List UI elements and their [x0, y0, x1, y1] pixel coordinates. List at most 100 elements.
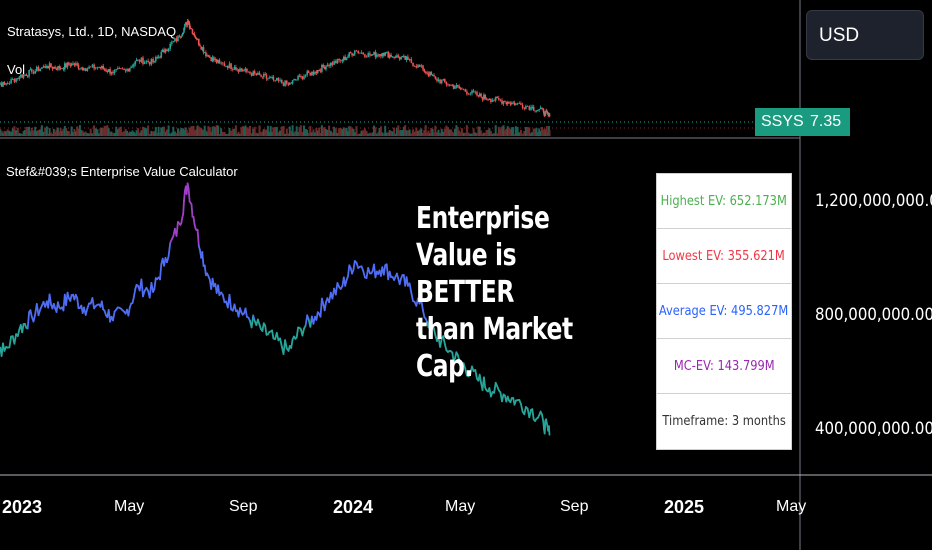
volume-bar — [513, 134, 516, 136]
candle-body — [444, 79, 446, 82]
candle-body — [163, 49, 165, 53]
volume-bar — [153, 131, 156, 136]
volume-bar — [394, 133, 397, 136]
candle-body — [397, 55, 400, 58]
volume-bar — [381, 132, 384, 136]
volume-bar — [299, 125, 302, 136]
candle-body — [190, 28, 193, 30]
volume-bar — [89, 128, 92, 136]
volume-bar — [379, 126, 382, 136]
candle-body — [143, 62, 146, 64]
volume-bar — [54, 131, 57, 136]
volume-bar — [502, 125, 505, 136]
ev-line-segment — [410, 291, 414, 303]
volume-bar — [221, 131, 224, 136]
volume-bar — [417, 131, 419, 136]
volume-bar — [334, 128, 337, 136]
volume-bar — [96, 129, 99, 136]
candle-body — [445, 82, 448, 85]
volume-bar — [230, 130, 233, 136]
volume-bar — [169, 133, 172, 136]
volume-bar — [124, 129, 127, 136]
volume-bar — [50, 132, 52, 136]
candle-body — [307, 71, 310, 73]
candle-body — [213, 57, 215, 61]
candle-body — [303, 76, 305, 79]
volume-bar — [204, 130, 207, 136]
volume-bar — [74, 131, 77, 136]
candle-body — [364, 54, 366, 57]
candle-body — [469, 93, 472, 95]
candle-body — [41, 67, 43, 69]
candle-body — [381, 52, 384, 57]
volume-bar — [116, 129, 119, 136]
candle-body — [287, 83, 290, 85]
volume-bar — [323, 127, 326, 136]
candle-body — [55, 68, 58, 70]
currency-button[interactable]: USD — [806, 10, 924, 60]
volume-bar — [312, 129, 315, 136]
volume-bar — [26, 127, 29, 136]
candle-body — [135, 59, 138, 62]
volume-bar — [358, 133, 361, 136]
volume-bar — [455, 125, 458, 136]
candle-body — [378, 54, 381, 56]
volume-bar — [338, 128, 341, 136]
candle-body — [263, 74, 265, 78]
candle-body — [180, 36, 183, 37]
ev-line-segment — [13, 333, 18, 345]
volume-bar — [91, 133, 94, 136]
ev-line-segment — [91, 297, 95, 310]
candle-body — [420, 65, 423, 67]
volume-bar — [423, 130, 426, 136]
candle-body — [370, 55, 373, 57]
volume-bar — [30, 127, 33, 136]
volume-bar — [260, 132, 262, 136]
candle-body — [93, 64, 95, 69]
volume-bar — [287, 133, 290, 136]
time-tick-may-2023: May — [114, 498, 145, 515]
candle-body — [279, 80, 281, 81]
candle-body — [50, 63, 52, 68]
volume-bar — [449, 129, 452, 136]
volume-bar — [277, 132, 280, 136]
candle-body — [515, 103, 517, 106]
candle-body — [271, 76, 273, 78]
indicator-title[interactable]: Stef&#039;s Enterprise Value Calculator — [6, 164, 238, 179]
candle-body — [345, 57, 348, 60]
ev-line-segment — [531, 408, 535, 421]
ev-line-segment — [443, 342, 448, 352]
candle-body — [218, 59, 221, 64]
volume-bar — [345, 127, 348, 136]
ev-line-segment — [16, 328, 21, 338]
volume-bar — [55, 129, 58, 136]
candle-body — [498, 98, 500, 100]
ev-line-segment — [315, 311, 319, 321]
candle-body — [431, 74, 434, 76]
candle-body — [480, 93, 482, 97]
candle-body — [371, 54, 374, 56]
candle-body — [233, 67, 236, 70]
volume-bar — [532, 128, 535, 136]
volume-bar — [314, 132, 316, 136]
candle-body — [249, 72, 251, 74]
candle-body — [102, 65, 104, 69]
candle-body — [412, 62, 414, 66]
candle-body — [57, 66, 59, 70]
candle-body — [344, 56, 346, 60]
candle-body — [84, 68, 87, 71]
volume-bar — [236, 133, 239, 136]
candle-body — [164, 49, 167, 53]
candle-body — [202, 47, 205, 53]
candle-body — [198, 38, 200, 45]
candle-body — [398, 57, 401, 60]
volume-bar — [280, 126, 283, 136]
ev-line-segment — [183, 190, 186, 202]
price-tick-1200: 1,200,000,000.00 — [815, 191, 932, 211]
candle-body — [183, 27, 185, 33]
volume-label: Vol — [7, 62, 26, 77]
ev-line-segment — [352, 260, 356, 271]
candle-body — [309, 72, 312, 76]
candle-body — [290, 82, 292, 84]
candle-body — [423, 69, 426, 72]
